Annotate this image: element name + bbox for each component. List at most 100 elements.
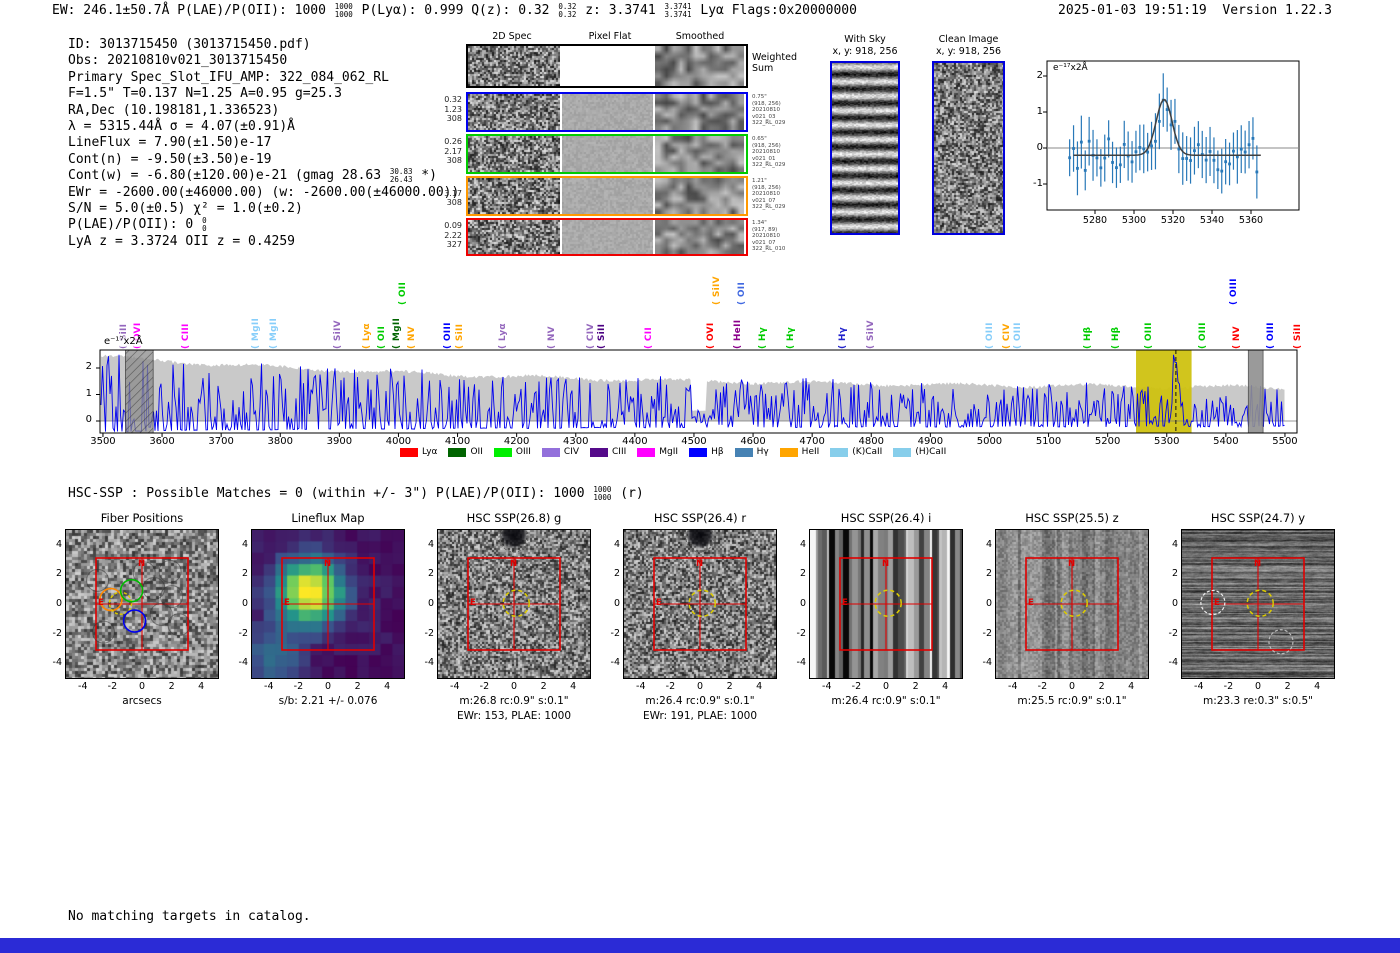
- legend-swatch: [637, 447, 656, 457]
- cutout-xtick: 0: [1068, 681, 1076, 692]
- right-label-line: 20210810: [752, 191, 780, 198]
- cutout-ytick: 2: [985, 568, 992, 580]
- info-11-text: P(LAE)/P(OII): 0: [68, 217, 202, 233]
- legend-swatch: [734, 447, 753, 457]
- legend-label: CIII: [612, 447, 627, 457]
- cutout-caption2: EWr: 153, PLAE: 1000: [456, 710, 572, 722]
- sky-panel-coords: x, y: 918, 256: [935, 46, 1002, 57]
- spec2d-col-title: Smoothed: [675, 31, 725, 42]
- emission-line-label: ( OII: [398, 281, 408, 305]
- compass-north: N: [138, 559, 146, 569]
- cutout-ytick: 4: [427, 538, 434, 550]
- detection-info-block: ID: 3013715450 (3013715450.pdf) Obs: 2021…: [68, 37, 459, 250]
- legend-swatch: [400, 447, 418, 457]
- header-frac-bottom: 3.3741: [664, 9, 692, 19]
- emission-line-label: ( HeII: [733, 319, 743, 349]
- emission-line-label: ( MgII: [392, 317, 402, 349]
- cutout-xtick: -2: [293, 681, 304, 692]
- emission-line-label: ( OIII: [985, 322, 995, 349]
- right-label-line: 1.34": [752, 220, 767, 226]
- cutout-ytick: -2: [982, 627, 992, 639]
- catalog-note: No matching targets in catalog. Row inte…: [68, 876, 311, 953]
- catalog-note-line1: No matching targets in catalog.: [68, 908, 311, 924]
- inset-plot-svg: [1043, 60, 1300, 214]
- cutout-xtick: 4: [1128, 681, 1135, 692]
- compass-east: E: [656, 598, 662, 608]
- header-text: EW: 246.1±50.7Å P(LAE)/P(OII): 1000: [52, 3, 334, 18]
- legend-label: OII: [470, 447, 483, 457]
- compass-east: E: [98, 598, 104, 608]
- info-8-text: *): [413, 168, 437, 184]
- cutout-ytick: 2: [1171, 568, 1178, 580]
- compass-north: N: [696, 559, 704, 569]
- emission-line-label: ( Hγ: [758, 326, 768, 349]
- left-label-line: 3.17: [444, 188, 462, 198]
- inset-ytick: 2: [1036, 70, 1043, 81]
- spectrum-xtick: 4500: [681, 436, 707, 447]
- inset-units-label: e⁻¹⁷x2Å: [1053, 63, 1088, 73]
- legend-item: OIII: [493, 447, 531, 457]
- spec2d-row-left-labels: 0.09 2.22 327: [434, 221, 462, 250]
- sky-panel-title: Clean Image: [938, 34, 999, 45]
- header-summary-line: EW: 246.1±50.7Å P(LAE)/P(OII): 1000 1000…: [52, 3, 857, 18]
- cutout-title: HSC SSP(24.7) y: [1210, 511, 1306, 525]
- right-label-line: (918, 256): [752, 100, 781, 107]
- info-line: F=1.5" T=0.137 N=1.25 A=0.95 g=25.3: [68, 86, 459, 102]
- cutout-xtick: 0: [324, 681, 332, 692]
- cutout-ytick: -2: [424, 627, 434, 639]
- header-text: Lyα Flags:0x20000000: [692, 3, 857, 18]
- spec2d-row-right-labels: 1.21" (918, 256) 20210810 v021_07 322_RL_029: [752, 178, 785, 211]
- cutout-ytick: 2: [241, 568, 248, 580]
- cutout-title: HSC SSP(25.5) z: [1025, 511, 1119, 525]
- compass-north: N: [1254, 559, 1262, 569]
- cutout-xtick: 2: [912, 681, 919, 692]
- smoothed-image: [655, 94, 744, 130]
- cutout-ytick: 0: [241, 598, 248, 609]
- inset-ytick: -1: [1033, 178, 1043, 189]
- legend-label: OIII: [515, 447, 531, 457]
- cutout-overlay: [281, 557, 375, 651]
- right-label-line: v021_07: [752, 239, 776, 246]
- cutout-ytick: 0: [613, 598, 620, 609]
- hsc-frac-bottom: 1000: [593, 492, 612, 502]
- legend-label: HeII: [801, 447, 820, 457]
- info-line: Cont(n) = -9.50(±3.50)e-19: [68, 152, 459, 168]
- compass-east: E: [470, 598, 476, 608]
- emission-line-label: ( SiIV: [712, 276, 722, 305]
- cutout-xtick: 0: [1254, 681, 1262, 692]
- emission-line-label: ( CIV: [1002, 323, 1012, 349]
- legend-swatch: [830, 447, 849, 457]
- cutout-ytick: -4: [52, 657, 62, 669]
- info-line: LyA z = 3.3724 OII z = 0.4259: [68, 234, 459, 250]
- legend-swatch: [493, 447, 512, 457]
- right-label-line: 1.21": [752, 178, 767, 184]
- cutout-xtick: -4: [822, 681, 832, 692]
- cutout-ytick: 2: [613, 568, 620, 580]
- legend-swatch: [779, 447, 798, 457]
- emission-line-label: ( OVI: [133, 322, 143, 349]
- hsc-text: (r): [612, 486, 644, 501]
- cutout-ytick: 4: [985, 538, 992, 550]
- left-label-line: [434, 179, 462, 189]
- right-label-line: (918, 256): [752, 184, 781, 191]
- info-9-text: EWr = -2600.00(±46000.00) (w: -2600.00(±…: [68, 184, 460, 200]
- cutout-caption: m:26.4 rc:0.9" s:0.1": [645, 695, 755, 707]
- spec2d-row: [466, 44, 748, 88]
- hsc-match-summary: HSC-SSP : Possible Matches = 0 (within +…: [68, 486, 644, 501]
- cutout-xtick: -4: [1194, 681, 1204, 692]
- report-date: 2025-01-03 19:51:19: [1058, 3, 1207, 18]
- spec2d-row: [466, 218, 748, 256]
- header-fraction: 1000 1000: [335, 3, 353, 18]
- spectrum-units-label: e⁻¹⁷x2Å: [104, 336, 143, 347]
- cutout-xtick: 2: [726, 681, 733, 692]
- cutout-xtick: 4: [384, 681, 391, 692]
- compass-north: N: [324, 559, 332, 569]
- info-2-text: Primary Spec_Slot_IFU_AMP: 322_084_062_R…: [68, 69, 389, 85]
- header-frac-bottom: 1000: [334, 9, 353, 19]
- legend-item: (K)CaII: [830, 447, 882, 457]
- left-label-line: 2.17: [444, 146, 462, 156]
- cutout-xtick: -4: [450, 681, 460, 692]
- right-label-line: v021_01: [752, 155, 776, 162]
- left-label-line: 0.32: [444, 95, 462, 104]
- emission-line-label: ( OII: [737, 281, 747, 305]
